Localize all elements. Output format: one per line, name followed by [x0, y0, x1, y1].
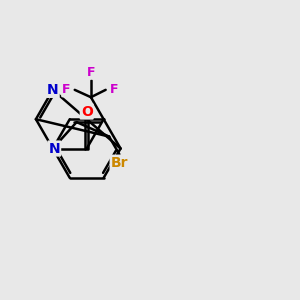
Text: N: N	[47, 83, 58, 97]
Text: Br: Br	[111, 156, 128, 170]
Text: N: N	[49, 142, 60, 155]
Text: F: F	[110, 83, 118, 96]
Text: F: F	[62, 83, 71, 96]
Text: F: F	[87, 66, 95, 79]
Text: O: O	[81, 104, 93, 118]
